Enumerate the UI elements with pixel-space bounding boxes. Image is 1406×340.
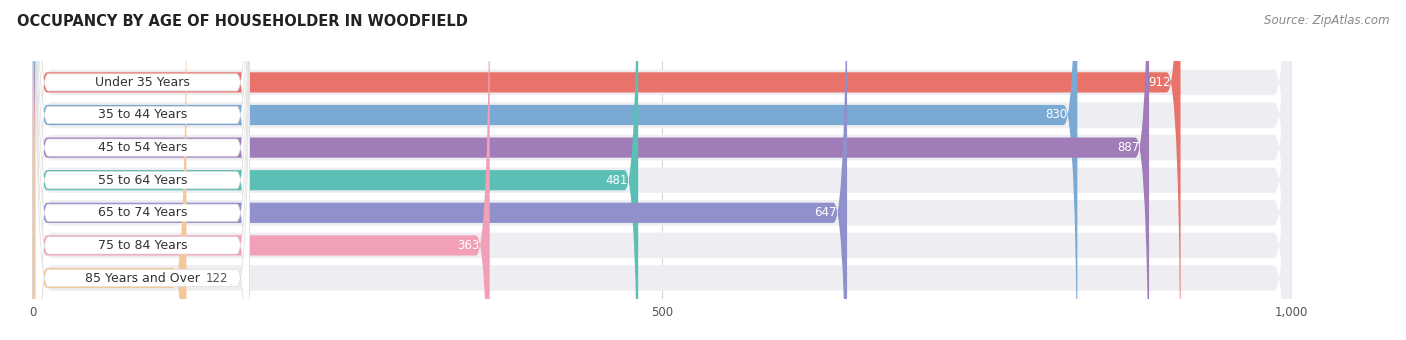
Text: OCCUPANCY BY AGE OF HOUSEHOLDER IN WOODFIELD: OCCUPANCY BY AGE OF HOUSEHOLDER IN WOODF… (17, 14, 468, 29)
Text: Under 35 Years: Under 35 Years (96, 76, 190, 89)
Text: 45 to 54 Years: 45 to 54 Years (98, 141, 187, 154)
FancyBboxPatch shape (35, 0, 249, 340)
Text: 75 to 84 Years: 75 to 84 Years (97, 239, 187, 252)
FancyBboxPatch shape (32, 0, 1291, 340)
Text: 912: 912 (1147, 76, 1170, 89)
FancyBboxPatch shape (35, 0, 249, 340)
Text: 122: 122 (205, 272, 228, 285)
Text: 887: 887 (1116, 141, 1139, 154)
Text: 35 to 44 Years: 35 to 44 Years (98, 108, 187, 121)
Text: 85 Years and Over: 85 Years and Over (84, 272, 200, 285)
Text: 830: 830 (1045, 108, 1067, 121)
Text: 65 to 74 Years: 65 to 74 Years (98, 206, 187, 219)
FancyBboxPatch shape (32, 0, 1077, 340)
FancyBboxPatch shape (32, 0, 1149, 340)
FancyBboxPatch shape (35, 0, 249, 340)
FancyBboxPatch shape (32, 0, 1291, 340)
FancyBboxPatch shape (32, 0, 187, 340)
Text: Source: ZipAtlas.com: Source: ZipAtlas.com (1264, 14, 1389, 27)
FancyBboxPatch shape (32, 0, 1291, 340)
Text: 363: 363 (457, 239, 479, 252)
FancyBboxPatch shape (32, 0, 489, 340)
FancyBboxPatch shape (35, 0, 249, 340)
Text: 647: 647 (814, 206, 837, 219)
FancyBboxPatch shape (35, 0, 249, 340)
FancyBboxPatch shape (35, 0, 249, 340)
FancyBboxPatch shape (32, 0, 1291, 340)
FancyBboxPatch shape (32, 0, 1181, 340)
FancyBboxPatch shape (32, 0, 846, 340)
FancyBboxPatch shape (32, 0, 638, 340)
FancyBboxPatch shape (35, 0, 249, 340)
FancyBboxPatch shape (32, 0, 1291, 340)
Text: 55 to 64 Years: 55 to 64 Years (98, 174, 187, 187)
Text: 481: 481 (606, 174, 628, 187)
FancyBboxPatch shape (32, 0, 1291, 340)
FancyBboxPatch shape (32, 0, 1291, 340)
